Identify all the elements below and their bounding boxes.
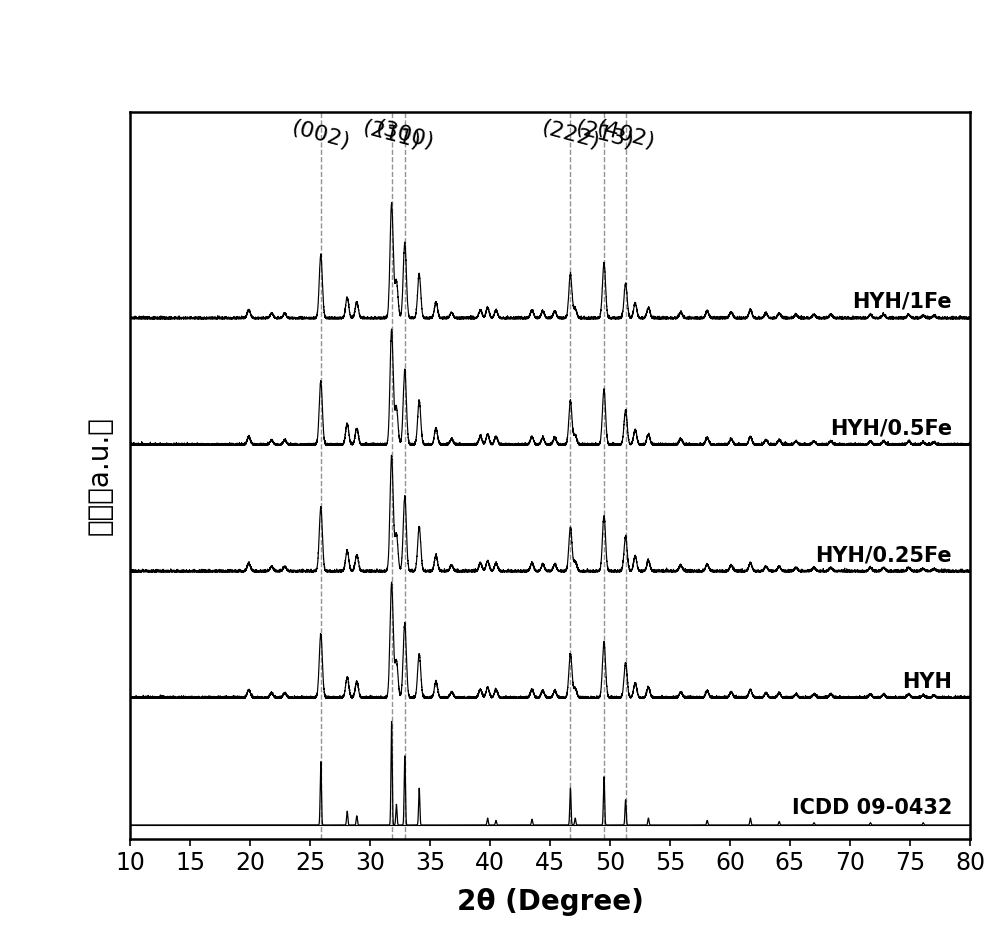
- X-axis label: 2θ (Degree): 2θ (Degree): [457, 888, 643, 916]
- Text: (002): (002): [289, 117, 352, 152]
- Text: HYH/0.5Fe: HYH/0.5Fe: [830, 418, 952, 439]
- Text: ICDD 09-0432: ICDD 09-0432: [792, 798, 952, 818]
- Text: HYH/0.25Fe: HYH/0.25Fe: [815, 545, 952, 565]
- Text: (300): (300): [373, 117, 436, 152]
- Text: HYH: HYH: [902, 672, 952, 692]
- Text: (222): (222): [539, 117, 602, 152]
- Text: HYH/1Fe: HYH/1Fe: [852, 292, 952, 312]
- Text: (213): (213): [573, 117, 635, 152]
- Text: (402): (402): [594, 117, 657, 152]
- Y-axis label: 强度（a.u.）: 强度（a.u.）: [85, 416, 113, 535]
- Text: (211): (211): [360, 117, 423, 152]
